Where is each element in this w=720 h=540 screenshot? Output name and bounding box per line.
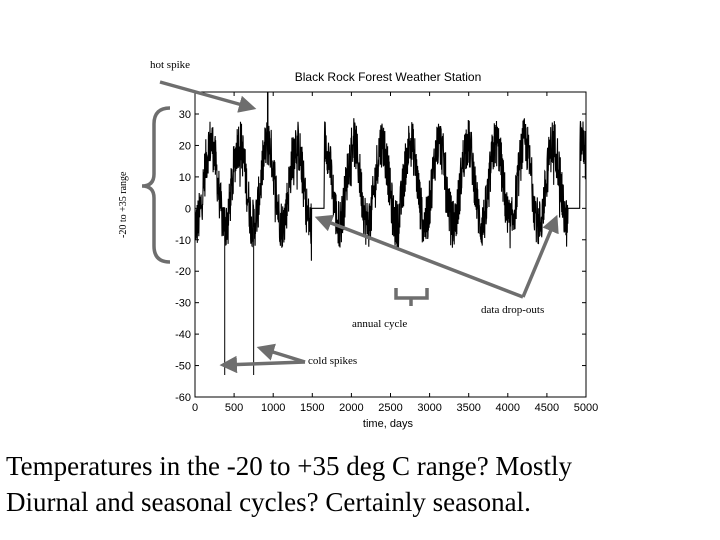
- dropout-arrow-left: [314, 214, 524, 299]
- x-tick-label: 5000: [574, 402, 598, 414]
- y-tick-label: 10: [179, 172, 191, 184]
- y-tick-label: -20: [175, 266, 191, 278]
- x-tick-label: 4000: [496, 402, 520, 414]
- y-tick-label: -40: [175, 329, 191, 341]
- y-tick-label: 20: [179, 140, 191, 152]
- x-tick-label: 0: [192, 402, 198, 414]
- x-tick-label: 4500: [535, 402, 559, 414]
- x-tick-label: 3500: [456, 402, 480, 414]
- x-tick-label: 3000: [417, 402, 441, 414]
- y-tick-label: -60: [175, 392, 191, 404]
- y-tick-label: -30: [175, 298, 191, 310]
- y-tick-label: -50: [175, 361, 191, 373]
- x-tick-label: 500: [225, 402, 243, 414]
- annotation-data-dropouts: data drop-outs: [481, 304, 544, 316]
- x-tick-label: 2000: [339, 402, 363, 414]
- x-tick-label: 1000: [261, 402, 285, 414]
- caption-line-2: Diurnal and seasonal cycles? Certainly s…: [6, 487, 531, 517]
- range-brace: [141, 106, 171, 264]
- x-axis-label: time, days: [363, 418, 414, 430]
- annotation-hot-spike: hot spike: [150, 59, 190, 71]
- slide-caption: Temperatures in the -20 to +35 deg C ran…: [6, 448, 716, 520]
- temperature-series: [194, 92, 587, 375]
- annual-cycle-bracket: [394, 288, 429, 300]
- chart-title: Black Rock Forest Weather Station: [295, 70, 482, 84]
- annotation-cold-spikes: cold spikes: [308, 355, 357, 367]
- temperature-line: [194, 117, 587, 261]
- cold-spike-arrow-left: [219, 355, 306, 374]
- x-axis-ticks: 0 500 1000 1500 2000 2500 3000 3500 4000 4500 5000: [192, 92, 598, 414]
- y-tick-label: 30: [179, 109, 191, 121]
- annotation-range: -20 to +35 range: [118, 171, 129, 238]
- annotations: hot spike -20 to +35 range annual cycle …: [118, 59, 559, 374]
- caption-line-1: Temperatures in the -20 to +35 deg C ran…: [6, 451, 572, 481]
- y-axis-ticks: 30 20 10 0 -10 -20 -30 -40 -50 -60: [175, 109, 586, 404]
- x-tick-label: 1500: [300, 402, 324, 414]
- y-tick-label: -10: [175, 235, 191, 247]
- x-tick-label: 2500: [378, 402, 402, 414]
- hot-spike-arrow: [159, 80, 257, 113]
- cold-spike-arrow-right: [256, 343, 306, 364]
- y-tick-label: 0: [185, 203, 191, 215]
- annotation-annual-cycle: annual cycle: [352, 318, 407, 330]
- dropout-arrow-right: [521, 214, 559, 298]
